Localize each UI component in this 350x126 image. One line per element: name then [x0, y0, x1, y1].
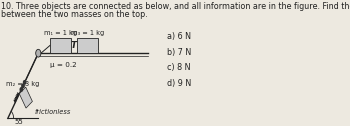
Text: m₃ = 1 kg: m₃ = 1 kg	[71, 30, 104, 36]
Text: m₂ = 3 kg: m₂ = 3 kg	[7, 81, 40, 87]
Text: 10. Three objects are connected as below, and all information are in the figure.: 10. Three objects are connected as below…	[1, 2, 350, 11]
Bar	[50, 38, 71, 53]
Text: d) 9 N: d) 9 N	[167, 79, 192, 88]
Circle shape	[22, 84, 24, 88]
Text: b) 7 N: b) 7 N	[167, 48, 192, 57]
Text: c) 8 N: c) 8 N	[167, 63, 191, 72]
Bar	[77, 38, 98, 53]
Polygon shape	[19, 87, 33, 108]
Text: between the two masses on the top.: between the two masses on the top.	[1, 10, 148, 19]
Text: frictionless: frictionless	[35, 109, 71, 115]
Circle shape	[23, 81, 26, 84]
Text: a) 6 N: a) 6 N	[167, 32, 191, 41]
Circle shape	[20, 88, 22, 91]
Text: 55: 55	[14, 119, 23, 125]
Circle shape	[36, 49, 41, 57]
Text: μ = 0.2: μ = 0.2	[50, 62, 77, 68]
Text: m₁ = 1 kg: m₁ = 1 kg	[44, 30, 77, 36]
Text: T: T	[71, 41, 77, 50]
